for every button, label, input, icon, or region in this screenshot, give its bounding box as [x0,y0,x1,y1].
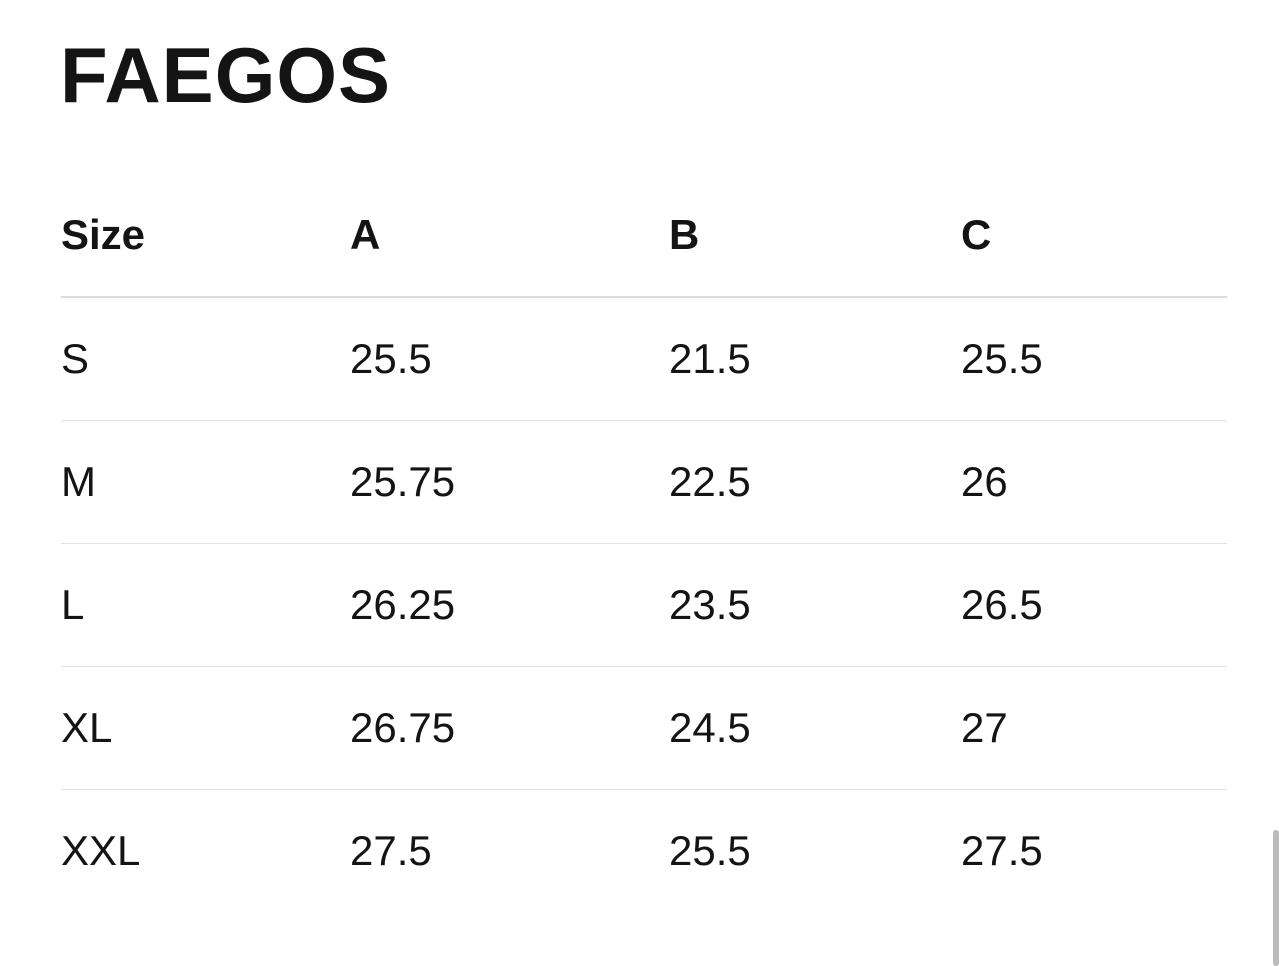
row: S 25.5 21.5 25.5 [61,297,1227,421]
cell: M [61,458,96,505]
row: M 25.75 22.5 26 [61,421,1227,544]
cell: 22.5 [669,458,751,505]
scrollbar[interactable] [1273,830,1279,966]
cell: 25.5 [669,827,751,874]
title: FAEGOS [60,31,392,119]
cell: 27.5 [350,827,432,874]
header-cell: A [350,211,381,258]
cell: 24.5 [669,704,751,751]
header-cell: Size [61,211,146,258]
row: L 26.25 23.5 26.5 [61,544,1227,667]
cell: 21.5 [669,335,751,382]
cell: 23.5 [669,581,751,628]
cell: 26 [961,458,1008,505]
cell: 27.5 [961,827,1043,874]
cell: S [61,335,90,382]
cell: 25.5 [350,335,432,382]
cell: 26.5 [961,581,1043,628]
header-row: Size A B C [61,174,1227,297]
cell: L [61,581,85,628]
cell: 26.25 [350,581,456,628]
cell: XXL [61,827,141,874]
size-table: Size A B C S 25.5 21.5 25.5 M 25.75 22.5 26 L 26.25 2… [61,174,1227,912]
cell: 25.5 [961,335,1043,382]
header-cell: B [669,211,700,258]
row: XXL 27.5 25.5 27.5 [61,790,1227,913]
header-cell: C [961,211,992,258]
cell: 27 [961,704,1008,751]
cell: 25.75 [350,458,456,505]
row: XL 26.75 24.5 27 [61,667,1227,790]
cell: 26.75 [350,704,456,751]
cell: XL [61,704,113,751]
